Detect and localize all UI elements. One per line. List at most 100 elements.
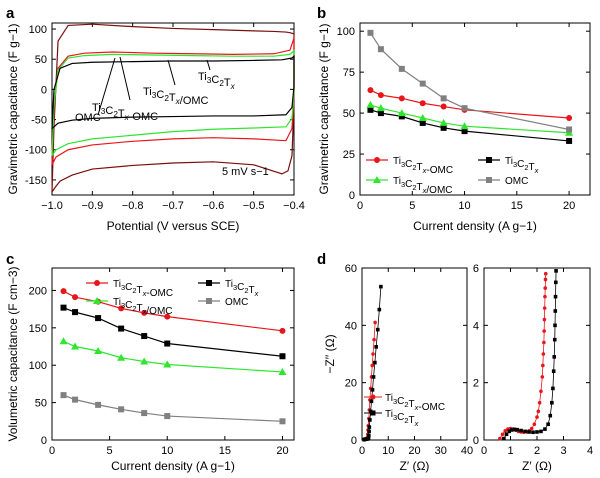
data-point-ti3c2tx	[370, 388, 375, 392]
panel-a-xlabel: Potential (V versus SCE)	[107, 219, 240, 233]
data-point-ti3c2tx	[531, 430, 535, 435]
data-point-ti3c2tx	[461, 128, 468, 135]
legend-ti3c2tx-omc: Ti3C2Tx-OMC	[113, 279, 173, 299]
y-tick-label: 20	[345, 378, 357, 390]
data-point-ti3c2tx	[546, 422, 550, 427]
data-point-ti3c2tx_omc	[537, 400, 542, 405]
data-point-ti3c2tx_omc	[60, 288, 67, 295]
panel-d-xlabel-left: Z′ (Ω)	[400, 459, 430, 473]
data-point-omc	[95, 401, 102, 408]
data-point-ti3c2tx_omc	[540, 375, 545, 379]
data-point-ti3c2tx	[374, 345, 378, 349]
data-point-ti3c2tx_omc	[373, 320, 377, 325]
data-point-ti3c2tx_omc	[542, 317, 547, 322]
data-point-ti3c2tx_slash_omc	[94, 347, 103, 355]
x-tick-label: 15	[219, 445, 231, 457]
pointer-omc	[97, 57, 116, 116]
pointer-ti3c2tx-omc	[119, 56, 131, 101]
data-point-ti3c2tx	[398, 113, 405, 120]
data-point-ti3c2tx	[379, 284, 383, 289]
data-point-ti3c2tx	[367, 429, 371, 434]
x-tick-label: 40	[461, 445, 473, 457]
y-tick-label: 0	[473, 435, 479, 447]
data-point-ti3c2tx_slash_omc	[278, 367, 287, 375]
data-point-omc	[72, 396, 79, 403]
panel-b-ylabel: Gravimetric capacitance (F g−1)	[317, 23, 331, 194]
legend-ti3c2tx-omc: Ti3C2Tx-OMC	[393, 156, 453, 176]
data-point-ti3c2tx	[440, 124, 447, 131]
data-point-ti3c2tx	[367, 106, 374, 113]
x-tick-label: −0.7	[162, 200, 184, 212]
data-point-ti3c2tx	[553, 294, 558, 299]
data-point-ti3c2tx	[510, 428, 514, 432]
panel-a-scan-rate: 5 mV s−1	[222, 166, 269, 178]
data-point-ti3c2tx_omc	[279, 327, 286, 334]
panel-d-ylabel: −Z′′ (Ω)	[323, 334, 337, 373]
panel-a-letter: a	[6, 5, 15, 22]
data-point-ti3c2tx_omc	[72, 294, 79, 301]
y-tick-label: -150	[25, 175, 47, 187]
data-point-ti3c2tx	[550, 400, 554, 405]
data-point-ti3c2tx	[368, 418, 372, 422]
data-point-ti3c2tx	[377, 307, 382, 312]
data-point-ti3c2tx_omc	[529, 426, 534, 431]
data-point-ti3c2tx_omc	[542, 329, 546, 333]
legend-marker	[370, 394, 376, 400]
data-point-ti3c2tx_omc	[566, 115, 573, 122]
data-point-ti3c2tx_omc	[541, 352, 546, 356]
data-point-ti3c2tx_omc	[377, 92, 384, 99]
x-tick-label: 3	[560, 445, 566, 457]
y-tick-label: 150	[29, 323, 47, 335]
data-point-ti3c2tx_slash_omc	[140, 357, 149, 365]
data-point-ti3c2tx	[566, 137, 573, 144]
x-tick-label: 0	[359, 445, 365, 457]
panel-a-ylabel: Gravimetric capacitance (F g−1)	[6, 23, 20, 194]
data-point-ti3c2tx_omc	[503, 429, 508, 433]
data-point-ti3c2tx_omc	[542, 340, 546, 345]
data-point-ti3c2tx	[118, 325, 125, 332]
legend-marker	[206, 298, 212, 304]
data-point-ti3c2tx	[375, 327, 380, 332]
data-point-ti3c2tx_omc	[532, 422, 537, 427]
label-ti3c2tx-omc: Ti3C2Tx-OMC	[92, 102, 158, 123]
legend-ti3c2tx-slash-omc: Ti3C2Tx/OMC	[113, 297, 173, 317]
data-point-ti3c2tx_omc	[543, 286, 548, 290]
data-point-ti3c2tx_omc	[542, 306, 547, 310]
legend-omc: OMC	[505, 176, 528, 187]
data-point-ti3c2tx_omc	[440, 103, 447, 110]
data-point-ti3c2tx_omc	[536, 409, 541, 414]
x-tick-label: −0.9	[81, 200, 103, 212]
data-point-ti3c2tx_slash_omc	[397, 109, 406, 117]
y-tick-label: 2	[473, 378, 479, 390]
data-point-omc	[440, 95, 447, 102]
legend-marker	[93, 297, 101, 304]
label-omc: OMC	[75, 112, 101, 124]
x-tick-label: 0	[49, 445, 55, 457]
data-point-ti3c2tx	[507, 429, 511, 434]
data-point-ti3c2tx	[377, 110, 384, 117]
y-tick-label: 60	[345, 263, 357, 275]
data-point-ti3c2tx	[535, 430, 539, 434]
data-point-omc	[398, 65, 405, 72]
x-tick-label: 20	[408, 445, 420, 457]
data-point-omc	[164, 413, 171, 420]
legend-omc: OMC	[225, 297, 248, 308]
data-point-ti3c2tx_omc	[543, 277, 548, 282]
y-tick-label: 25	[343, 149, 355, 161]
legend-ti3c2tx: Ti3C2Tx	[385, 409, 419, 428]
y-tick-label: 50	[343, 108, 355, 120]
data-point-ti3c2tx_omc	[118, 305, 125, 312]
data-point-omc	[419, 80, 426, 87]
legend-marker	[370, 410, 376, 416]
data-point-ti3c2tx	[60, 304, 67, 311]
data-point-ti3c2tx	[366, 435, 371, 440]
data-point-omc	[367, 29, 374, 36]
data-point-ti3c2tx_omc	[543, 294, 547, 299]
x-tick-label: 10	[458, 200, 470, 212]
plot-frame	[51, 267, 295, 441]
data-point-ti3c2tx	[279, 353, 286, 360]
y-tick-label: 0	[41, 84, 47, 96]
series-line-ti3c2tx_slash_omc	[63, 340, 283, 373]
y-tick-label: 0	[41, 435, 47, 447]
